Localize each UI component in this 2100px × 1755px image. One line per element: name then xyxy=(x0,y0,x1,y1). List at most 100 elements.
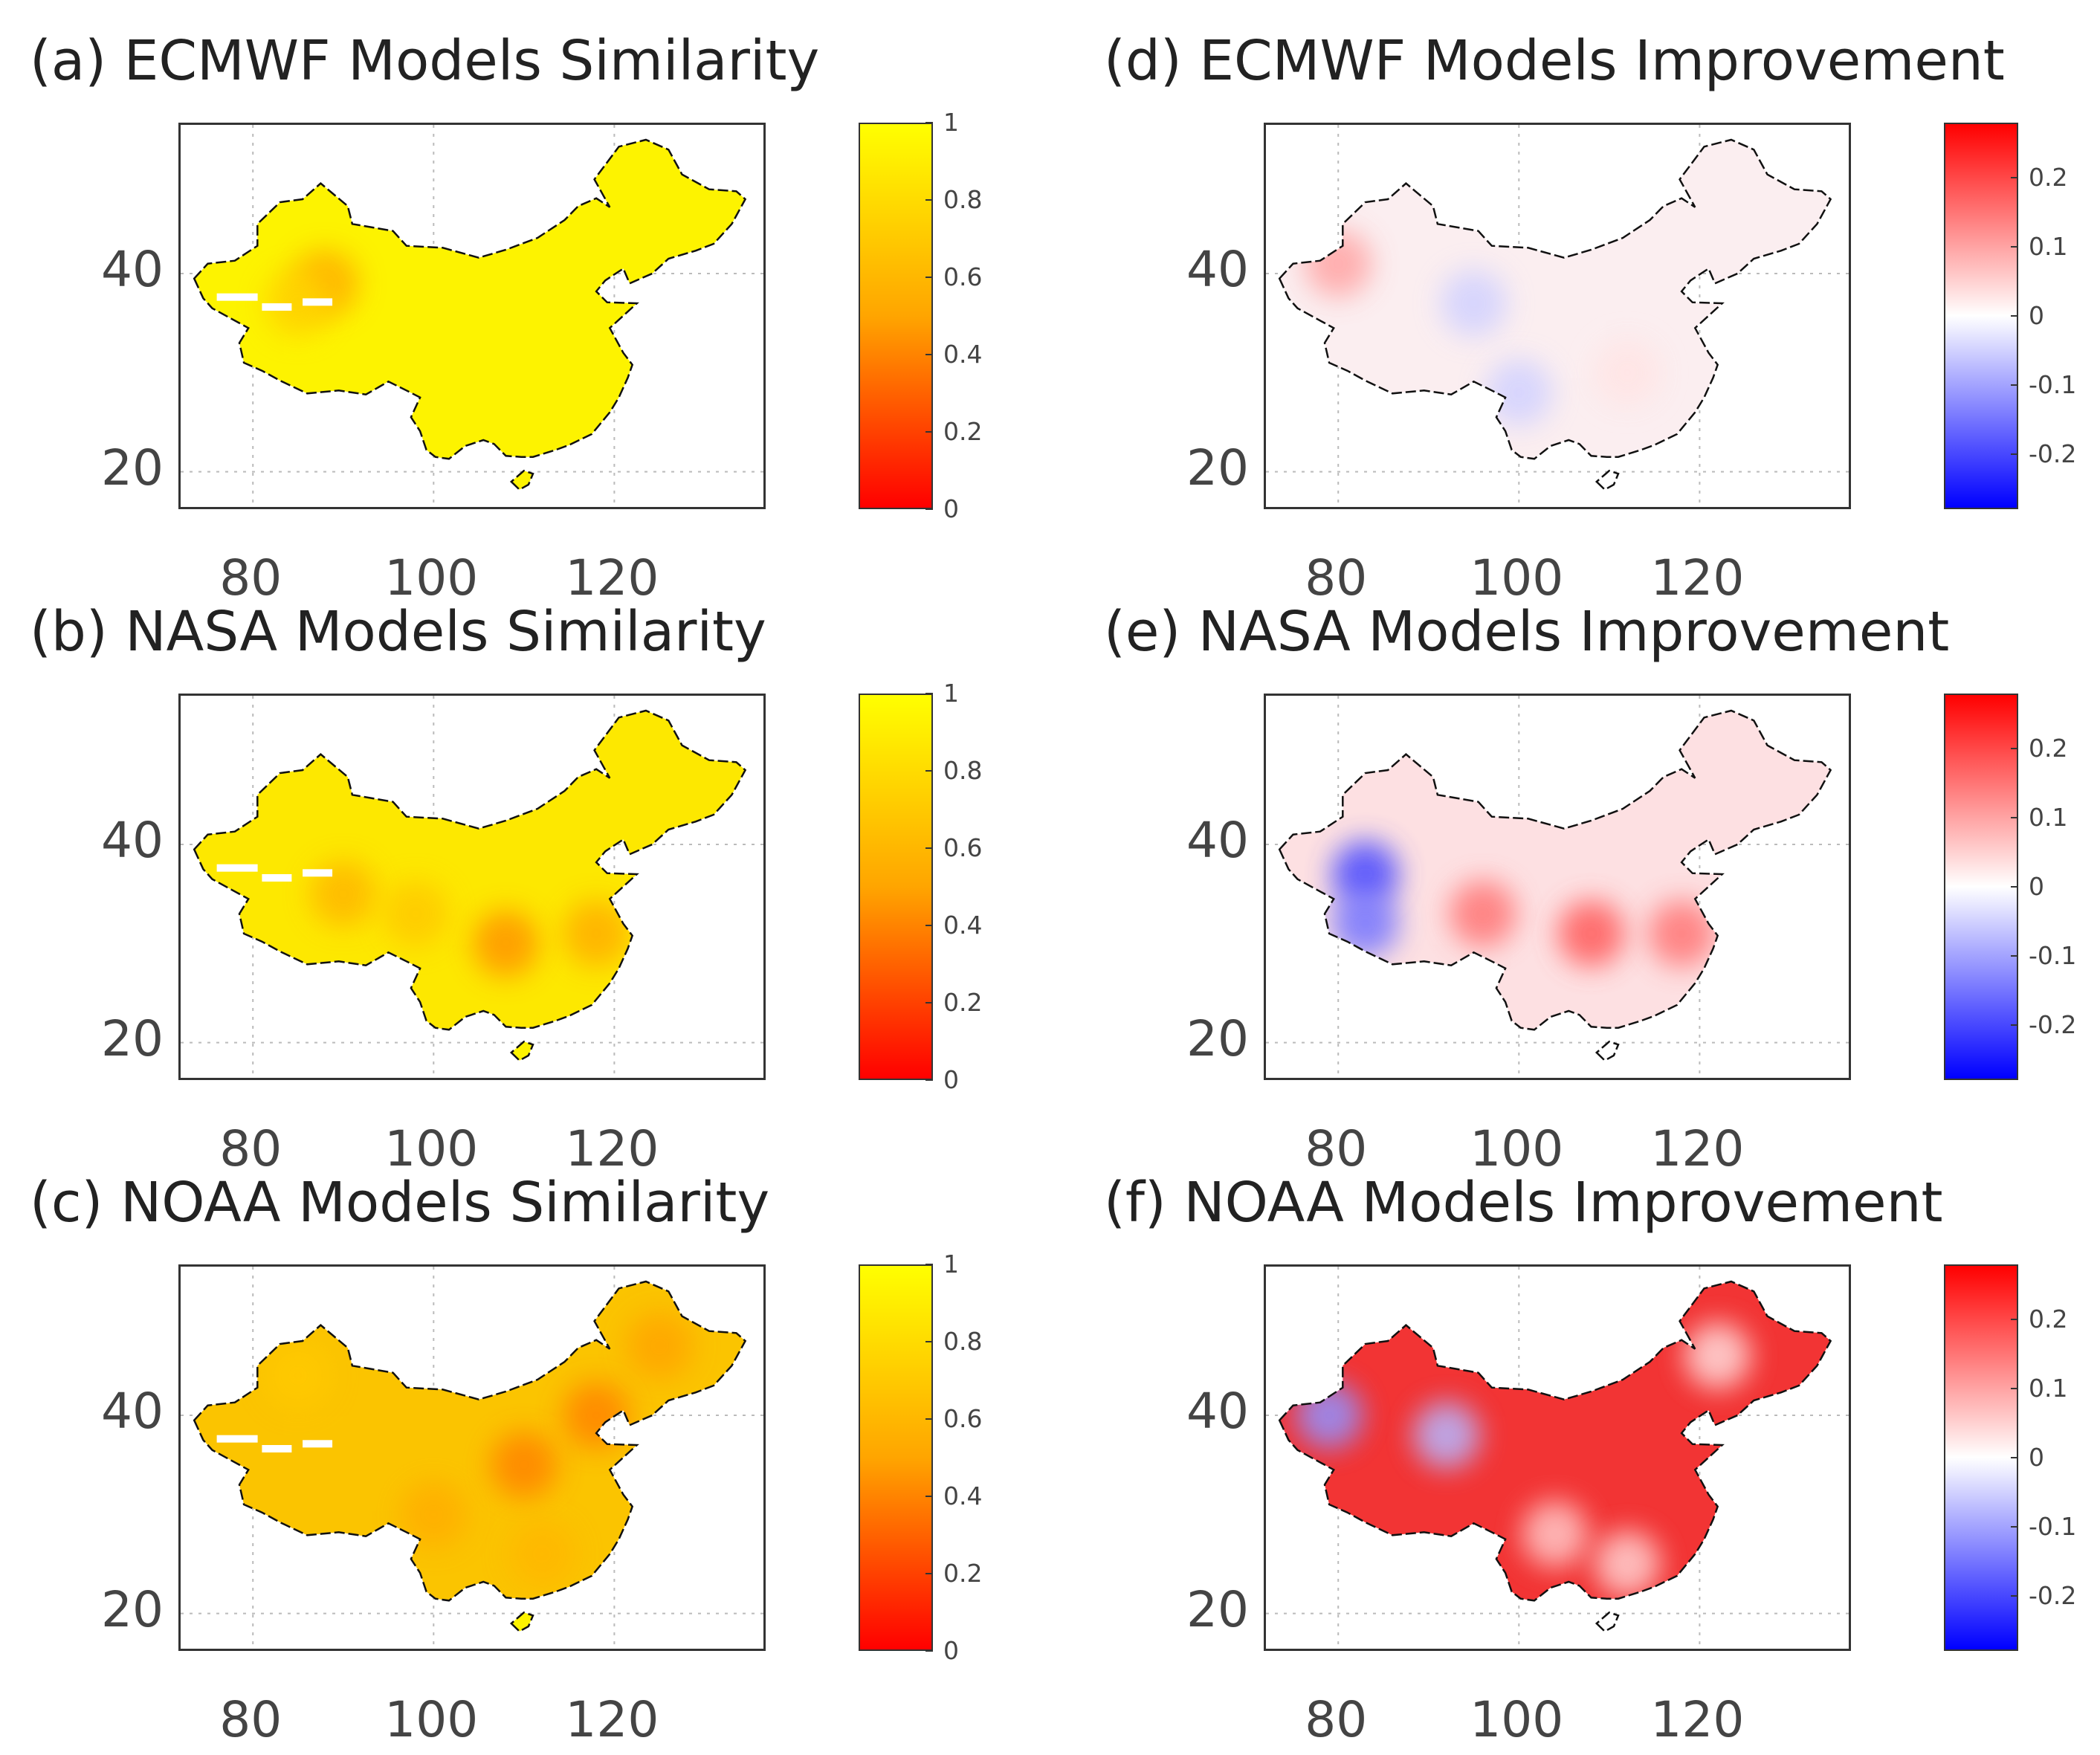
colorbar-tick-label: 1 xyxy=(943,679,959,708)
colorbar xyxy=(859,123,933,509)
colorbar-tick-mark xyxy=(925,770,933,772)
panel-title: (e) NASA Models Improvement xyxy=(1104,600,1950,664)
colorbar xyxy=(1944,694,2018,1080)
missing-data-strip xyxy=(262,1445,292,1452)
value-patch xyxy=(265,1342,332,1409)
island-boundary xyxy=(1595,469,1620,491)
colorbar-tick-mark xyxy=(925,1573,933,1574)
country-boundary xyxy=(193,1280,747,1602)
colorbar-tick-label: 0.4 xyxy=(943,911,983,940)
map-frame xyxy=(1264,123,1851,509)
value-patch xyxy=(1485,359,1553,426)
y-tick-label: 40 xyxy=(101,1383,164,1440)
x-tick-label: 100 xyxy=(384,549,479,607)
missing-data-strip xyxy=(303,298,333,306)
colorbar-tick-mark xyxy=(925,1002,933,1003)
colorbar-tick-label: 0.2 xyxy=(2029,163,2068,193)
colorbar-tick-mark xyxy=(925,1341,933,1342)
colorbar-tick-label: 0.2 xyxy=(2029,734,2068,763)
colorbar-tick-mark xyxy=(2011,453,2018,455)
value-patch xyxy=(1440,270,1508,337)
x-tick-label: 80 xyxy=(1305,1691,1368,1748)
x-tick-label: 120 xyxy=(1650,549,1745,607)
y-tick-label: 20 xyxy=(101,1009,164,1067)
panel-title: (d) ECMWF Models Improvement xyxy=(1104,29,2005,93)
map-canvas xyxy=(181,125,763,507)
colorbar-tick-label: 0.4 xyxy=(943,340,983,369)
missing-data-strip xyxy=(303,1440,333,1448)
y-tick-label: 20 xyxy=(1186,1580,1249,1638)
value-patch xyxy=(265,270,332,337)
value-patch xyxy=(400,1481,468,1548)
colorbar-tick-label: 0.6 xyxy=(943,1404,983,1433)
colorbar-tick-label: 1 xyxy=(943,108,959,137)
colorbar-tick-mark xyxy=(925,1650,933,1652)
panel-title: (a) ECMWF Models Similarity xyxy=(30,29,820,93)
land-field xyxy=(194,1281,746,1601)
colorbar-tick-label: 0.1 xyxy=(2029,232,2068,262)
missing-data-strip xyxy=(303,869,333,877)
colorbar-tick-label: 0 xyxy=(943,1065,959,1094)
y-tick-label: 40 xyxy=(1186,241,1249,298)
value-patch xyxy=(1594,339,1661,407)
country-boundary xyxy=(193,709,747,1031)
colorbar xyxy=(859,1264,933,1651)
x-tick-label: 100 xyxy=(1470,549,1564,607)
colorbar-tick-mark xyxy=(2011,886,2018,888)
colorbar-tick-mark xyxy=(2011,1594,2018,1597)
colorbar-tick-label: -0.1 xyxy=(2029,1511,2077,1541)
colorbar-tick-mark xyxy=(2011,1388,2018,1390)
colorbar-tick-label: 0.1 xyxy=(2029,1374,2068,1403)
value-patch xyxy=(508,1520,576,1588)
x-tick-label: 80 xyxy=(1305,1120,1368,1177)
colorbar-tick-label: -0.2 xyxy=(2029,439,2077,468)
map-frame xyxy=(1264,694,1851,1080)
panel-title: (f) NOAA Models Improvement xyxy=(1104,1171,1943,1235)
x-tick-label: 80 xyxy=(219,1120,282,1177)
map-frame xyxy=(1264,1264,1851,1651)
y-tick-label: 40 xyxy=(101,241,164,298)
value-patch xyxy=(1331,841,1399,908)
value-patch xyxy=(1296,1382,1363,1449)
y-tick-label: 20 xyxy=(101,439,164,497)
colorbar-tick-label: 0.2 xyxy=(943,417,983,446)
colorbar-tick-label: 0.4 xyxy=(943,1481,983,1510)
colorbar-tick-mark xyxy=(2011,1457,2018,1458)
value-patch xyxy=(490,1431,558,1499)
x-tick-label: 120 xyxy=(565,549,659,607)
land-field xyxy=(194,140,746,459)
colorbar-tick-mark xyxy=(2011,177,2018,179)
colorbar-tick-label: 0.2 xyxy=(943,988,983,1017)
value-patch xyxy=(309,860,377,928)
country-boundary xyxy=(1278,138,1832,460)
colorbar-tick-label: 0.2 xyxy=(2029,1305,2068,1334)
land-field xyxy=(194,711,746,1030)
colorbar-tick-mark xyxy=(2011,954,2018,957)
map-canvas xyxy=(181,1267,763,1649)
colorbar-tick-label: 0.6 xyxy=(943,833,983,862)
colorbar-tick-label: -0.1 xyxy=(2029,940,2077,970)
colorbar xyxy=(1944,123,2018,509)
map-canvas xyxy=(181,696,763,1078)
colorbar-tick-label: -0.1 xyxy=(2029,369,2077,399)
land-base-fill xyxy=(194,711,746,1030)
colorbar-tick-mark xyxy=(925,925,933,926)
y-tick-label: 40 xyxy=(1186,1383,1249,1440)
country-boundary xyxy=(193,138,747,460)
y-tick-label: 20 xyxy=(1186,439,1249,497)
y-tick-label: 20 xyxy=(1186,1009,1249,1067)
missing-data-strip xyxy=(216,864,258,872)
colorbar-tick-label: 0.8 xyxy=(943,185,983,214)
island-boundary xyxy=(509,469,534,491)
map-panel-c: (c) NOAA Models Similarity 80 100 120 40 20 1 0… xyxy=(0,1142,1041,1745)
map-frame xyxy=(178,694,766,1080)
colorbar-tick-label: 0 xyxy=(2029,872,2044,901)
x-tick-label: 100 xyxy=(1470,1120,1564,1177)
colorbar-tick-mark xyxy=(2011,817,2018,819)
value-patch xyxy=(1521,1501,1589,1568)
map-panel-d: (d) ECMWF Models Improvement 80 100 120 40 20… xyxy=(1085,0,2100,603)
value-patch xyxy=(626,1312,694,1380)
map-frame xyxy=(178,123,766,509)
x-tick-label: 100 xyxy=(384,1120,479,1177)
x-tick-label: 120 xyxy=(565,1691,659,1748)
